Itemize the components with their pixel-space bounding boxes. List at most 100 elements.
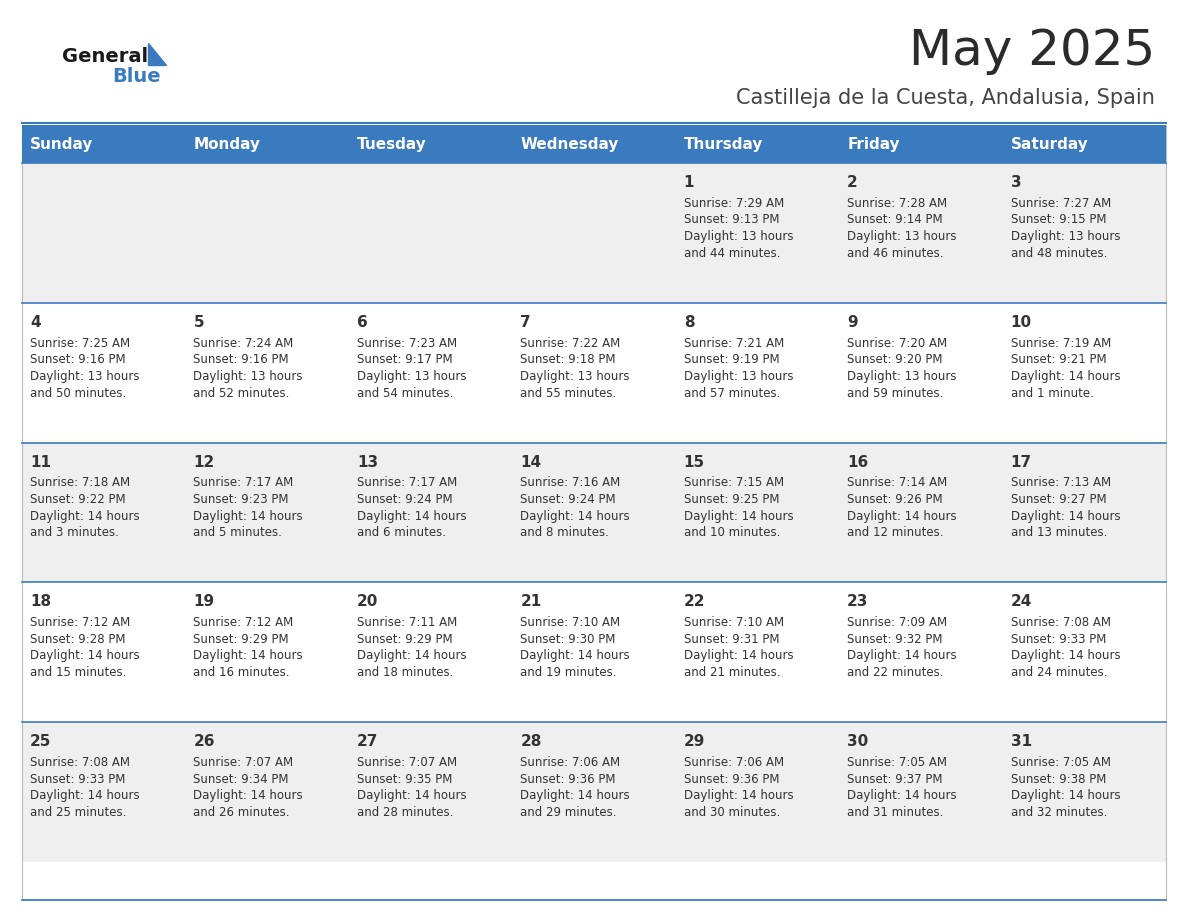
Text: Sunset: 9:30 PM: Sunset: 9:30 PM bbox=[520, 633, 615, 646]
Text: 2: 2 bbox=[847, 175, 858, 190]
Text: Monday: Monday bbox=[194, 137, 260, 151]
Text: Sunset: 9:31 PM: Sunset: 9:31 PM bbox=[684, 633, 779, 646]
Text: Daylight: 14 hours: Daylight: 14 hours bbox=[194, 789, 303, 802]
Text: and 25 minutes.: and 25 minutes. bbox=[30, 806, 126, 819]
Text: Sunrise: 7:20 AM: Sunrise: 7:20 AM bbox=[847, 337, 947, 350]
Text: Sunset: 9:27 PM: Sunset: 9:27 PM bbox=[1011, 493, 1106, 506]
Text: and 3 minutes.: and 3 minutes. bbox=[30, 526, 119, 540]
Text: Daylight: 14 hours: Daylight: 14 hours bbox=[847, 509, 956, 522]
Text: Sunset: 9:33 PM: Sunset: 9:33 PM bbox=[30, 773, 126, 786]
Text: 10: 10 bbox=[1011, 315, 1031, 330]
Text: Sunset: 9:19 PM: Sunset: 9:19 PM bbox=[684, 353, 779, 366]
Bar bbox=[23, 303, 1165, 442]
Text: 13: 13 bbox=[356, 454, 378, 470]
Text: Sunrise: 7:16 AM: Sunrise: 7:16 AM bbox=[520, 476, 620, 489]
Text: Sunset: 9:24 PM: Sunset: 9:24 PM bbox=[520, 493, 615, 506]
Text: Sunrise: 7:19 AM: Sunrise: 7:19 AM bbox=[1011, 337, 1111, 350]
Text: Sunrise: 7:10 AM: Sunrise: 7:10 AM bbox=[684, 616, 784, 629]
Text: Sunrise: 7:17 AM: Sunrise: 7:17 AM bbox=[356, 476, 457, 489]
Text: Sunrise: 7:24 AM: Sunrise: 7:24 AM bbox=[194, 337, 293, 350]
Text: Sunset: 9:15 PM: Sunset: 9:15 PM bbox=[1011, 213, 1106, 227]
Text: Sunrise: 7:14 AM: Sunrise: 7:14 AM bbox=[847, 476, 947, 489]
Text: 1: 1 bbox=[684, 175, 694, 190]
Bar bbox=[23, 125, 1165, 163]
Text: Daylight: 13 hours: Daylight: 13 hours bbox=[356, 370, 467, 383]
Text: Daylight: 13 hours: Daylight: 13 hours bbox=[847, 370, 956, 383]
Text: Sunrise: 7:07 AM: Sunrise: 7:07 AM bbox=[356, 756, 457, 769]
Text: 29: 29 bbox=[684, 734, 706, 749]
Text: 24: 24 bbox=[1011, 594, 1032, 610]
Text: Sunrise: 7:29 AM: Sunrise: 7:29 AM bbox=[684, 196, 784, 209]
Bar bbox=[23, 163, 1165, 303]
Text: Sunrise: 7:09 AM: Sunrise: 7:09 AM bbox=[847, 616, 947, 629]
Text: Daylight: 14 hours: Daylight: 14 hours bbox=[30, 650, 140, 663]
Text: and 57 minutes.: and 57 minutes. bbox=[684, 386, 781, 399]
Text: Daylight: 14 hours: Daylight: 14 hours bbox=[356, 650, 467, 663]
Text: 12: 12 bbox=[194, 454, 215, 470]
Text: Tuesday: Tuesday bbox=[356, 137, 426, 151]
Text: 4: 4 bbox=[30, 315, 40, 330]
Text: Sunset: 9:36 PM: Sunset: 9:36 PM bbox=[520, 773, 615, 786]
Text: and 1 minute.: and 1 minute. bbox=[1011, 386, 1093, 399]
Text: Sunset: 9:29 PM: Sunset: 9:29 PM bbox=[194, 633, 289, 646]
Text: and 21 minutes.: and 21 minutes. bbox=[684, 666, 781, 679]
Text: Friday: Friday bbox=[847, 137, 899, 151]
Text: Sunset: 9:22 PM: Sunset: 9:22 PM bbox=[30, 493, 126, 506]
Text: Daylight: 14 hours: Daylight: 14 hours bbox=[847, 789, 956, 802]
Text: Sunset: 9:36 PM: Sunset: 9:36 PM bbox=[684, 773, 779, 786]
Text: 21: 21 bbox=[520, 594, 542, 610]
Text: and 6 minutes.: and 6 minutes. bbox=[356, 526, 446, 540]
Text: and 8 minutes.: and 8 minutes. bbox=[520, 526, 609, 540]
Bar bbox=[23, 442, 1165, 582]
Text: Daylight: 14 hours: Daylight: 14 hours bbox=[847, 650, 956, 663]
Text: Daylight: 13 hours: Daylight: 13 hours bbox=[1011, 230, 1120, 243]
Text: Sunset: 9:35 PM: Sunset: 9:35 PM bbox=[356, 773, 453, 786]
Text: Sunset: 9:37 PM: Sunset: 9:37 PM bbox=[847, 773, 942, 786]
Text: Sunrise: 7:12 AM: Sunrise: 7:12 AM bbox=[30, 616, 131, 629]
Text: Blue: Blue bbox=[112, 66, 160, 85]
Text: Sunrise: 7:22 AM: Sunrise: 7:22 AM bbox=[520, 337, 620, 350]
Text: Saturday: Saturday bbox=[1011, 137, 1088, 151]
Text: Sunset: 9:28 PM: Sunset: 9:28 PM bbox=[30, 633, 126, 646]
Text: 22: 22 bbox=[684, 594, 706, 610]
Text: 19: 19 bbox=[194, 594, 215, 610]
Text: Sunset: 9:24 PM: Sunset: 9:24 PM bbox=[356, 493, 453, 506]
Text: Thursday: Thursday bbox=[684, 137, 763, 151]
Text: Daylight: 14 hours: Daylight: 14 hours bbox=[1011, 370, 1120, 383]
Text: Daylight: 14 hours: Daylight: 14 hours bbox=[1011, 789, 1120, 802]
Text: Sunrise: 7:13 AM: Sunrise: 7:13 AM bbox=[1011, 476, 1111, 489]
Text: and 28 minutes.: and 28 minutes. bbox=[356, 806, 454, 819]
Text: Sunset: 9:38 PM: Sunset: 9:38 PM bbox=[1011, 773, 1106, 786]
Text: and 46 minutes.: and 46 minutes. bbox=[847, 247, 943, 260]
Text: Daylight: 13 hours: Daylight: 13 hours bbox=[30, 370, 139, 383]
Text: and 50 minutes.: and 50 minutes. bbox=[30, 386, 126, 399]
Text: 6: 6 bbox=[356, 315, 367, 330]
Text: Sunset: 9:20 PM: Sunset: 9:20 PM bbox=[847, 353, 942, 366]
Text: and 13 minutes.: and 13 minutes. bbox=[1011, 526, 1107, 540]
Text: Daylight: 14 hours: Daylight: 14 hours bbox=[684, 789, 794, 802]
Text: 16: 16 bbox=[847, 454, 868, 470]
Text: Sunset: 9:14 PM: Sunset: 9:14 PM bbox=[847, 213, 943, 227]
Text: Daylight: 14 hours: Daylight: 14 hours bbox=[356, 509, 467, 522]
Text: Daylight: 13 hours: Daylight: 13 hours bbox=[684, 230, 794, 243]
Text: Sunset: 9:18 PM: Sunset: 9:18 PM bbox=[520, 353, 615, 366]
Text: and 31 minutes.: and 31 minutes. bbox=[847, 806, 943, 819]
Text: Sunset: 9:33 PM: Sunset: 9:33 PM bbox=[1011, 633, 1106, 646]
Text: Daylight: 14 hours: Daylight: 14 hours bbox=[194, 650, 303, 663]
Text: 3: 3 bbox=[1011, 175, 1022, 190]
Text: Sunrise: 7:18 AM: Sunrise: 7:18 AM bbox=[30, 476, 131, 489]
Text: and 32 minutes.: and 32 minutes. bbox=[1011, 806, 1107, 819]
Text: Daylight: 13 hours: Daylight: 13 hours bbox=[684, 370, 794, 383]
Text: Daylight: 14 hours: Daylight: 14 hours bbox=[1011, 509, 1120, 522]
Text: Daylight: 14 hours: Daylight: 14 hours bbox=[1011, 650, 1120, 663]
Text: General: General bbox=[62, 47, 148, 65]
Text: Sunset: 9:34 PM: Sunset: 9:34 PM bbox=[194, 773, 289, 786]
Text: Sunrise: 7:27 AM: Sunrise: 7:27 AM bbox=[1011, 196, 1111, 209]
Text: and 15 minutes.: and 15 minutes. bbox=[30, 666, 126, 679]
Text: Sunset: 9:32 PM: Sunset: 9:32 PM bbox=[847, 633, 942, 646]
Text: and 22 minutes.: and 22 minutes. bbox=[847, 666, 943, 679]
Text: Wednesday: Wednesday bbox=[520, 137, 619, 151]
Bar bbox=[23, 125, 1165, 900]
Text: Sunrise: 7:23 AM: Sunrise: 7:23 AM bbox=[356, 337, 457, 350]
Text: 20: 20 bbox=[356, 594, 378, 610]
